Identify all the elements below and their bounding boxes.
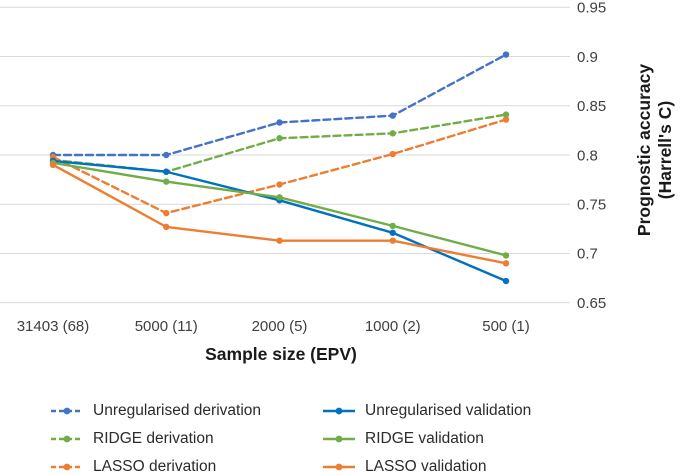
y-tick-label: 0.85: [577, 98, 606, 115]
series-point-unregularised-derivation: [389, 112, 396, 119]
y-tick-label: 0.9: [577, 49, 598, 66]
series-point-lasso-validation: [389, 237, 396, 244]
legend-label-unregularised-validation: Unregularised validation: [365, 402, 532, 419]
legend-item-ridge-derivation: RIDGE derivation: [50, 430, 322, 448]
series-point-ridge-derivation: [276, 135, 283, 142]
series-point-lasso-derivation: [389, 150, 396, 158]
series-point-lasso-derivation: [276, 181, 283, 188]
legend-marker-lasso-validation-icon: [323, 463, 355, 471]
series-line-unregularised-validation: [51, 159, 508, 283]
legend-marker-unregularised-derivation-icon: [51, 407, 83, 415]
x-tick-label: 5000 (11): [135, 318, 198, 335]
line-chart-canvas: 0.95 0.9 0.85 0.8 0.75 0.7 0.65 31403 (68) 5000 …: [0, 0, 675, 364]
y-tick-label: 0.7: [577, 246, 598, 263]
legend-marker-lasso-derivation-icon: [51, 463, 83, 471]
legend-marker-ridge-derivation-icon: [51, 435, 83, 443]
legend-label-unregularised-derivation: Unregularised derivation: [93, 402, 262, 419]
legend-item-unregularised-derivation: Unregularised derivation: [50, 402, 322, 420]
legend-item-unregularised-validation: Unregularised validation: [322, 402, 531, 420]
series-point-lasso-validation: [276, 237, 283, 244]
y-tick-label: 0.8: [577, 147, 598, 164]
chart-legend: Unregularised derivation RIDGE derivatio…: [0, 397, 531, 475]
series-point-lasso-derivation: [502, 116, 510, 123]
series-point-unregularised-validation: [163, 168, 170, 175]
series-point-ridge-derivation: [389, 130, 396, 137]
x-tick-label: 500 (1): [482, 318, 530, 335]
x-tick-label: 2000 (5): [252, 318, 308, 335]
legend-item-lasso-derivation: LASSO derivation: [50, 458, 322, 475]
series-point-lasso-derivation: [163, 209, 170, 217]
series-point-ridge-validation: [389, 222, 396, 230]
series-point-unregularised-derivation: [502, 51, 510, 58]
series-point-unregularised-validation: [389, 229, 396, 236]
series-point-unregularised-derivation: [163, 151, 170, 159]
y-tick-label: 0.95: [577, 0, 606, 17]
series-point-ridge-validation: [276, 194, 283, 201]
y-axis-title-line2: (Harrell's C): [655, 101, 675, 200]
legend-marker-unregularised-validation-icon: [323, 407, 355, 415]
legend-item-ridge-validation: RIDGE validation: [322, 430, 531, 448]
y-tick-label: 0.75: [577, 196, 606, 213]
legend-marker-ridge-validation-icon: [323, 435, 355, 443]
series-point-ridge-derivation: [502, 111, 510, 118]
x-axis-title: Sample size (EPV): [205, 344, 357, 364]
series-point-lasso-validation: [49, 161, 57, 169]
series-line-lasso-validation: [51, 163, 508, 265]
series-point-unregularised-validation: [502, 277, 510, 285]
legend-label-lasso-derivation: LASSO derivation: [93, 458, 217, 475]
y-axis-title-line1: Prognostic accuracy: [634, 64, 654, 236]
x-tick-label: 1000 (2): [365, 318, 421, 335]
series-point-lasso-validation: [163, 223, 170, 231]
legend-label-lasso-validation: LASSO validation: [365, 458, 487, 475]
legend-item-lasso-validation: LASSO validation: [322, 458, 531, 475]
series-point-lasso-validation: [502, 260, 510, 267]
x-tick-label: 31403 (68): [17, 318, 90, 335]
y-tick-label: 0.65: [577, 295, 606, 312]
series-point-ridge-validation: [502, 252, 510, 259]
legend-label-ridge-derivation: RIDGE derivation: [93, 430, 214, 447]
legend-label-ridge-validation: RIDGE validation: [365, 430, 484, 447]
series-point-unregularised-derivation: [276, 119, 283, 126]
series-point-ridge-validation: [163, 178, 170, 185]
